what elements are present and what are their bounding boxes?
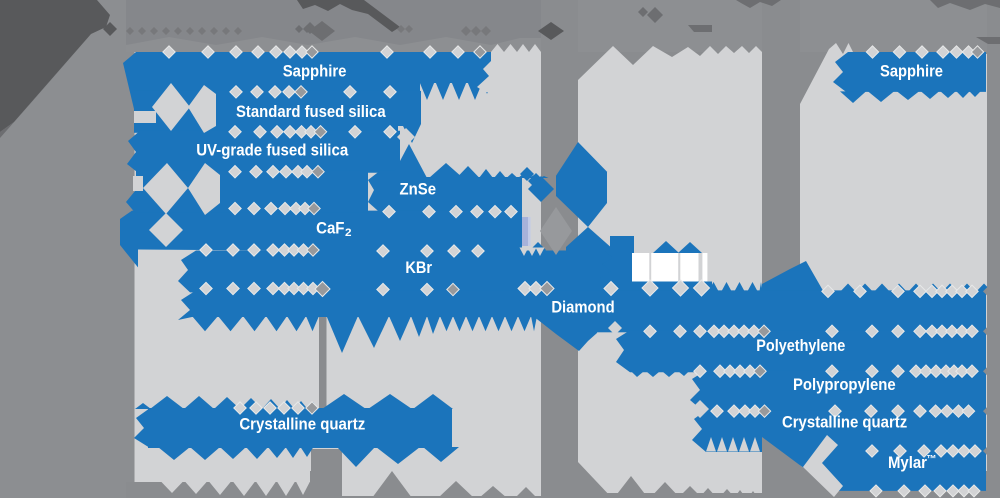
svg-text:Diamond: Diamond <box>551 299 614 317</box>
svg-text:Sapphire: Sapphire <box>283 62 347 80</box>
svg-text:CaF: CaF <box>316 220 344 238</box>
svg-text:Mylar: Mylar <box>888 454 928 472</box>
svg-text:Polypropylene: Polypropylene <box>793 376 896 394</box>
svg-text:KBr: KBr <box>405 259 432 277</box>
svg-text:Polyethylene: Polyethylene <box>756 337 845 355</box>
svg-text:2: 2 <box>345 227 352 239</box>
svg-text:Crystalline quartz: Crystalline quartz <box>239 415 365 433</box>
svg-text:™: ™ <box>927 454 937 465</box>
svg-text:UV-grade fused silica: UV-grade fused silica <box>196 142 349 160</box>
svg-text:ZnSe: ZnSe <box>400 181 437 199</box>
svg-text:Crystalline quartz: Crystalline quartz <box>782 414 907 432</box>
svg-text:Standard fused silica: Standard fused silica <box>236 103 386 121</box>
svg-text:Sapphire: Sapphire <box>880 63 943 81</box>
